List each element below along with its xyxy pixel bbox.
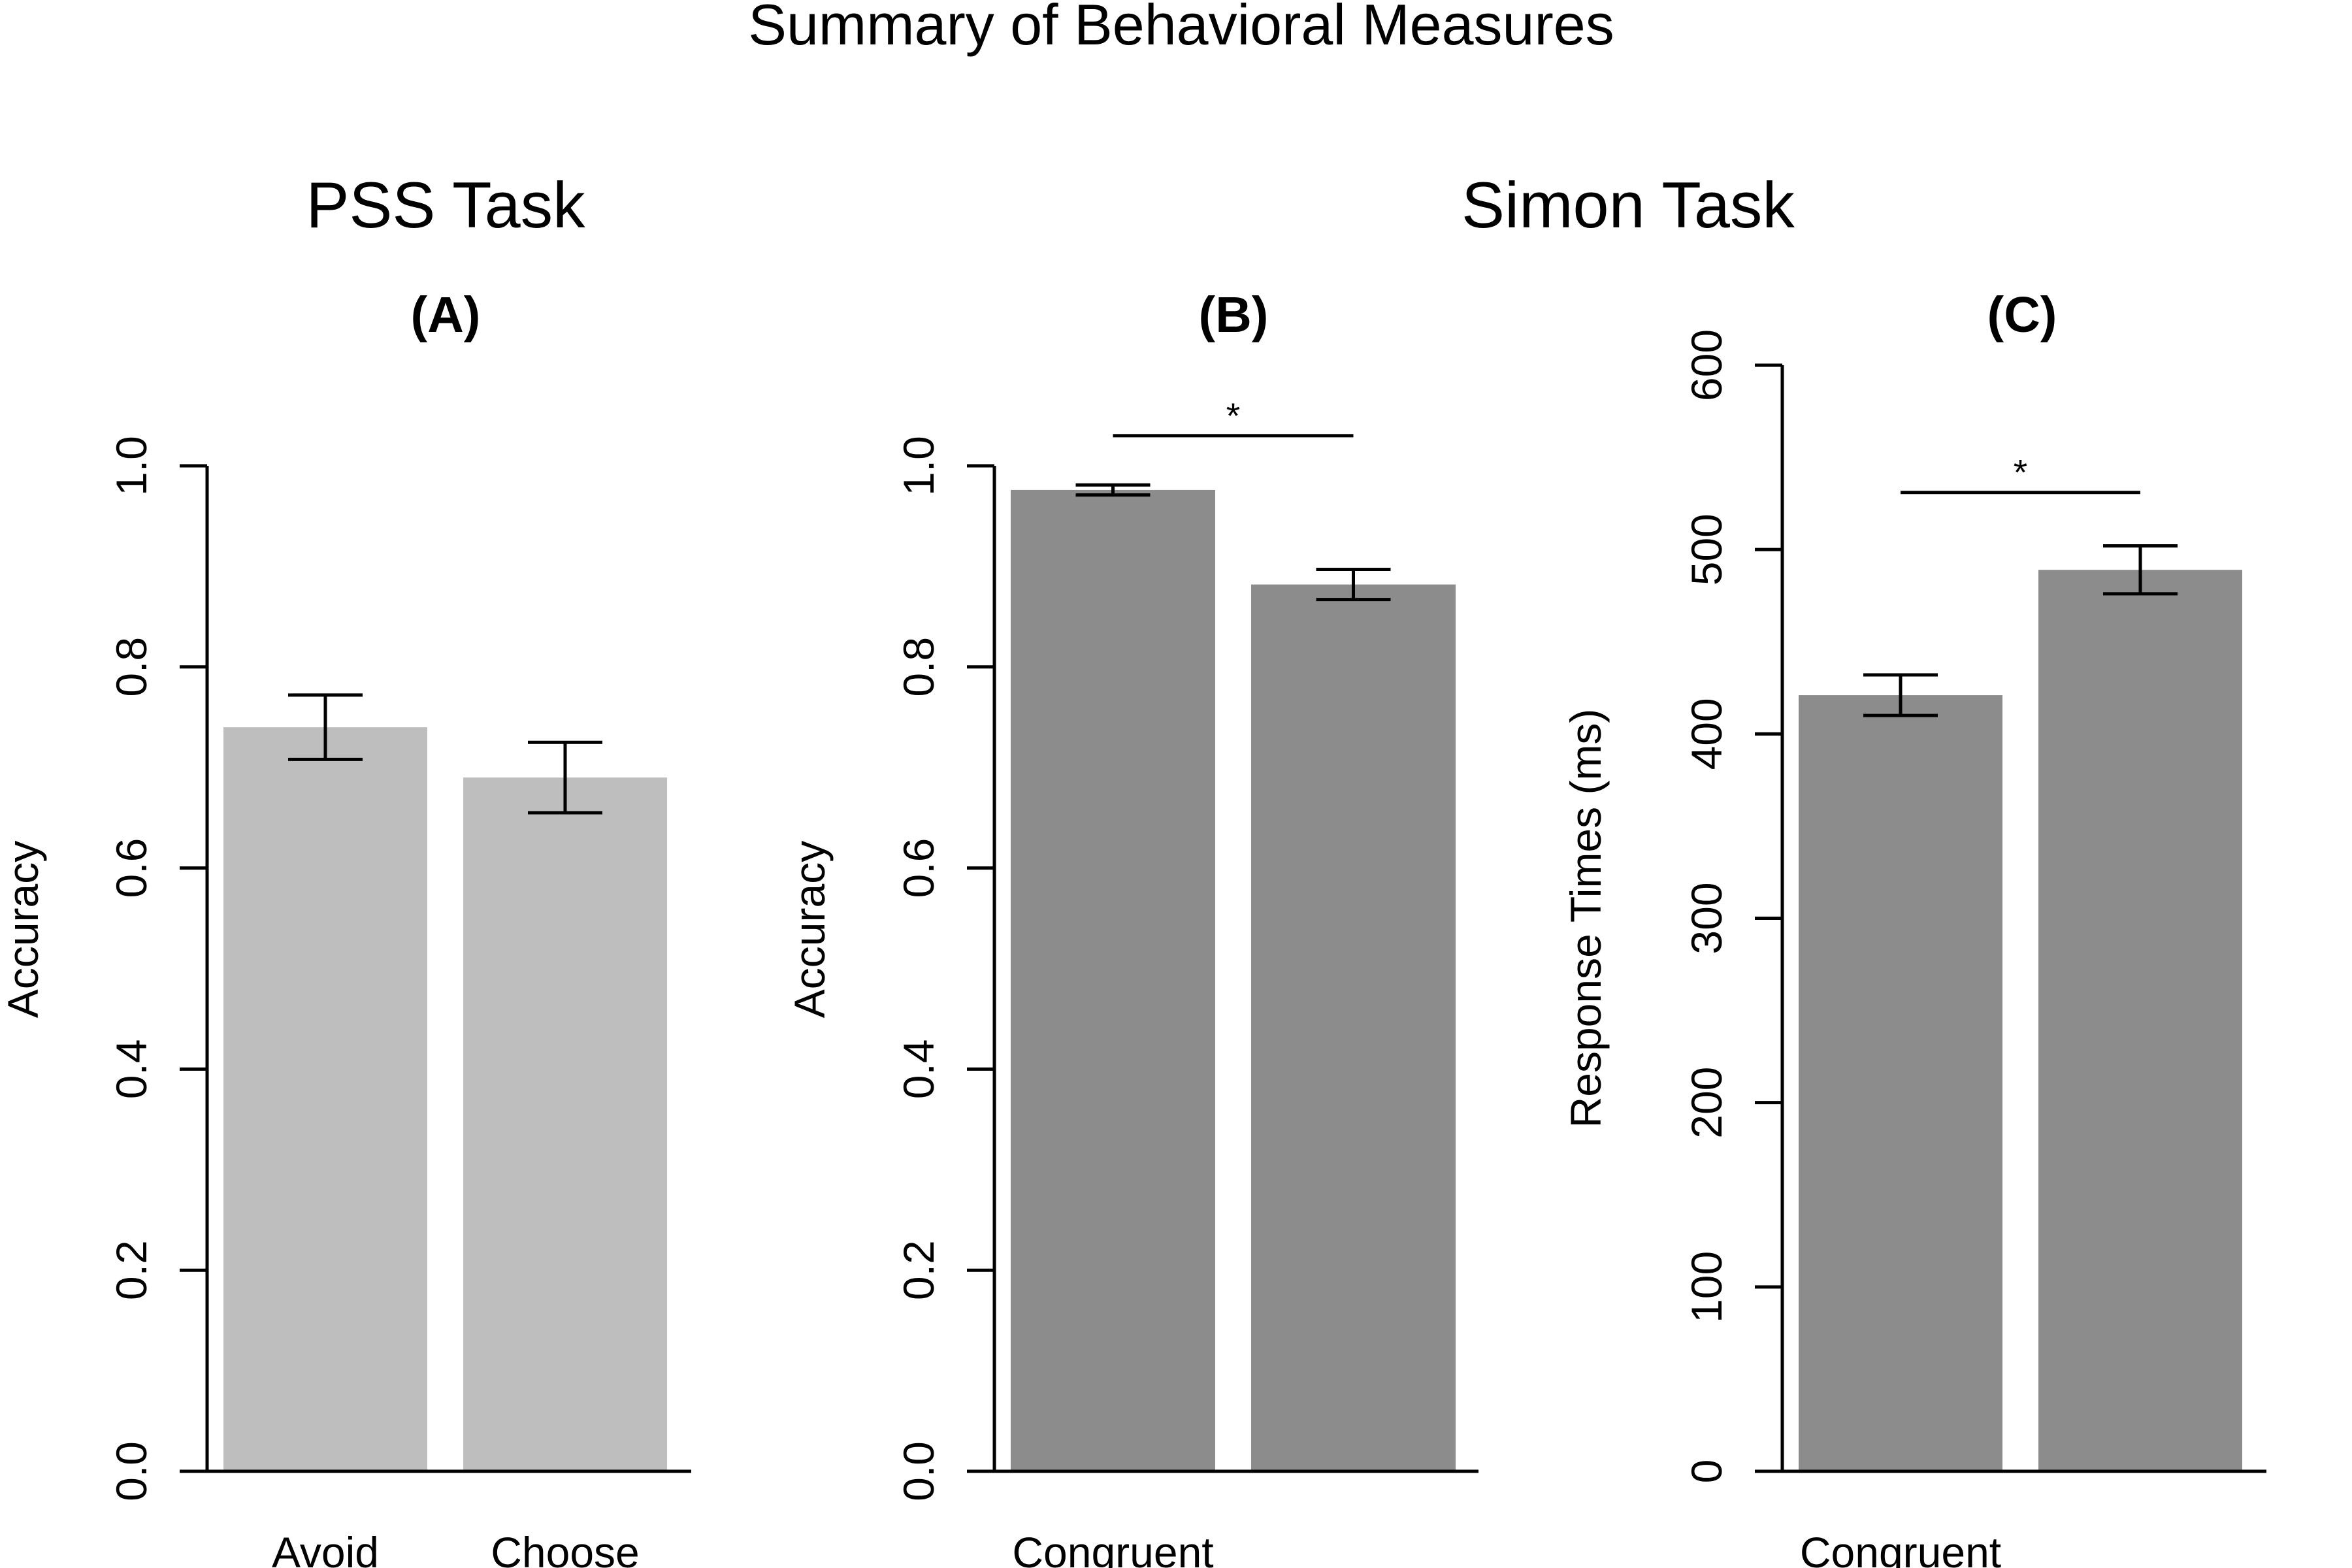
y-tick-label: 600 — [1682, 329, 1731, 401]
error-bar — [1316, 568, 1391, 602]
bar — [1799, 695, 2002, 1471]
y-tick-label: 500 — [1682, 514, 1731, 585]
group-title-pss: PSS Task — [306, 169, 585, 241]
y-tick-label: 0.4 — [107, 1039, 155, 1100]
y-tick-label: 200 — [1682, 1067, 1731, 1139]
y-tick-label: 0 — [1682, 1460, 1731, 1484]
error-bar — [2103, 544, 2178, 596]
y-axis-label: Accuracy — [0, 841, 47, 1018]
x-category-label: Congruent — [1012, 1528, 1213, 1568]
y-tick-label: 0.0 — [894, 1441, 943, 1501]
significance-marker: * — [2014, 452, 2027, 493]
chart-panel-a: (A) 0.0 0.2 0.4 0.6 0.8 1.0 Accuracy Avoid Choose — [0, 287, 691, 1568]
y-tick-label: 0.8 — [107, 637, 155, 697]
y-tick-label: 0.6 — [894, 838, 943, 898]
error-bar — [1863, 673, 1938, 717]
y-tick-label: 0.4 — [894, 1039, 943, 1100]
x-category-label: Avoid — [272, 1528, 379, 1568]
x-category-label: Congruent — [1800, 1528, 2001, 1568]
bar — [1251, 584, 1456, 1471]
panel-label: (C) — [1987, 287, 2057, 343]
panel-label: (B) — [1199, 287, 1269, 343]
error-bar — [288, 693, 363, 761]
y-tick-label: 400 — [1682, 698, 1731, 770]
error-bar — [528, 740, 602, 815]
panel-label: (A) — [411, 287, 481, 343]
y-tick-label: 100 — [1682, 1251, 1731, 1323]
y-tick-label: 0.0 — [107, 1441, 155, 1501]
y-tick-label: 1.0 — [107, 436, 155, 496]
bar — [463, 777, 667, 1471]
y-tick-label: 0.2 — [894, 1240, 943, 1300]
y-tick-label: 0.8 — [894, 637, 943, 697]
y-tick-label: 0.2 — [107, 1240, 155, 1300]
y-tick-label: 300 — [1682, 882, 1731, 954]
y-axis-label: Response Times (ms) — [1561, 709, 1610, 1128]
bar — [1011, 489, 1215, 1471]
bar — [2038, 570, 2242, 1471]
y-tick-label: 0.6 — [107, 838, 155, 898]
chart-panel-c: (C) 0 100 200 300 400 500 600 Response Times (ms… — [1561, 287, 2266, 1568]
error-bar — [1075, 483, 1151, 497]
x-category-label: Choose — [491, 1528, 640, 1568]
group-title-simon: Simon Task — [1462, 169, 1795, 241]
bar — [223, 727, 427, 1471]
y-axis-label: Accuracy — [785, 841, 834, 1018]
y-tick-label: 1.0 — [894, 436, 943, 496]
figure-title: Summary of Behavioral Measures — [748, 0, 1614, 57]
significance-marker: * — [1226, 395, 1240, 436]
chart-panel-b: (B) 0.0 0.2 0.4 0.6 0.8 1.0 Accuracy Congruent * — [785, 287, 1478, 1568]
